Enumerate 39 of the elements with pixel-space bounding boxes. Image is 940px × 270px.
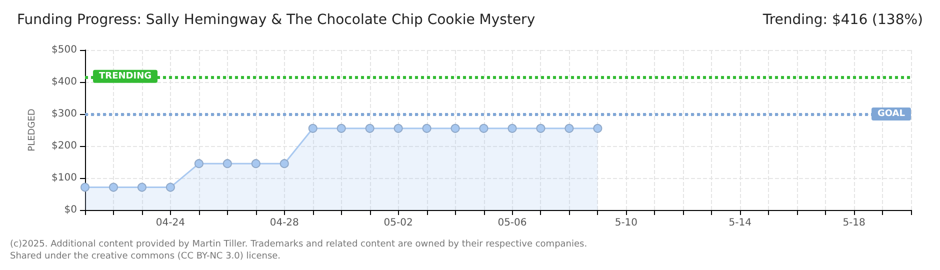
y-tick-label: $100: [52, 172, 77, 184]
point: [80, 182, 90, 192]
point: [194, 159, 204, 168]
point: [564, 124, 574, 133]
point: [479, 124, 488, 133]
x-tick-label: 5-10: [614, 218, 638, 228]
x-tick-label: 05-02: [384, 218, 413, 228]
text: Shared under the creative commons (CC BY-NC 3.0) license.: [10, 252, 281, 262]
ref-line-label: TRENDING: [99, 71, 152, 82]
point: [336, 124, 346, 133]
y-axis-title: PLEDGED: [28, 108, 38, 152]
point: [137, 182, 146, 192]
point: [394, 124, 403, 133]
ref-line-label: GOAL: [878, 109, 906, 119]
point: [365, 124, 374, 133]
y-tick-label: $500: [52, 44, 77, 56]
point: [508, 124, 517, 133]
x-tick-label: 04-28: [270, 218, 299, 228]
chart-title: Funding Progress: Sally Hemingway & The Chocolate Chip Cookie Mystery: [17, 12, 536, 28]
point: [593, 124, 602, 133]
point: [536, 124, 546, 133]
point: [108, 182, 118, 192]
point: [166, 182, 175, 192]
point: [222, 159, 232, 168]
x-tick-label: 05-06: [498, 218, 527, 228]
x-tick-label: 04-24: [156, 218, 185, 228]
chart-subtitle: Trending: $416 (138%): [762, 12, 924, 28]
point: [308, 124, 318, 133]
x-tick-label: 5-18: [842, 218, 866, 228]
text: (c)2025. Additional content provided by Martin Tiller. Trademarks and related content are owned by their respective companies.: [10, 240, 588, 250]
point: [280, 159, 289, 168]
y-tick-label: $200: [52, 140, 77, 152]
y-tick-label: $400: [52, 76, 77, 88]
x-tick-label: 5-14: [728, 218, 752, 228]
y-tick-label: $300: [52, 108, 77, 120]
point: [450, 124, 460, 133]
point: [422, 124, 432, 133]
point: [251, 159, 260, 168]
y-tick-label: $0: [64, 204, 77, 216]
